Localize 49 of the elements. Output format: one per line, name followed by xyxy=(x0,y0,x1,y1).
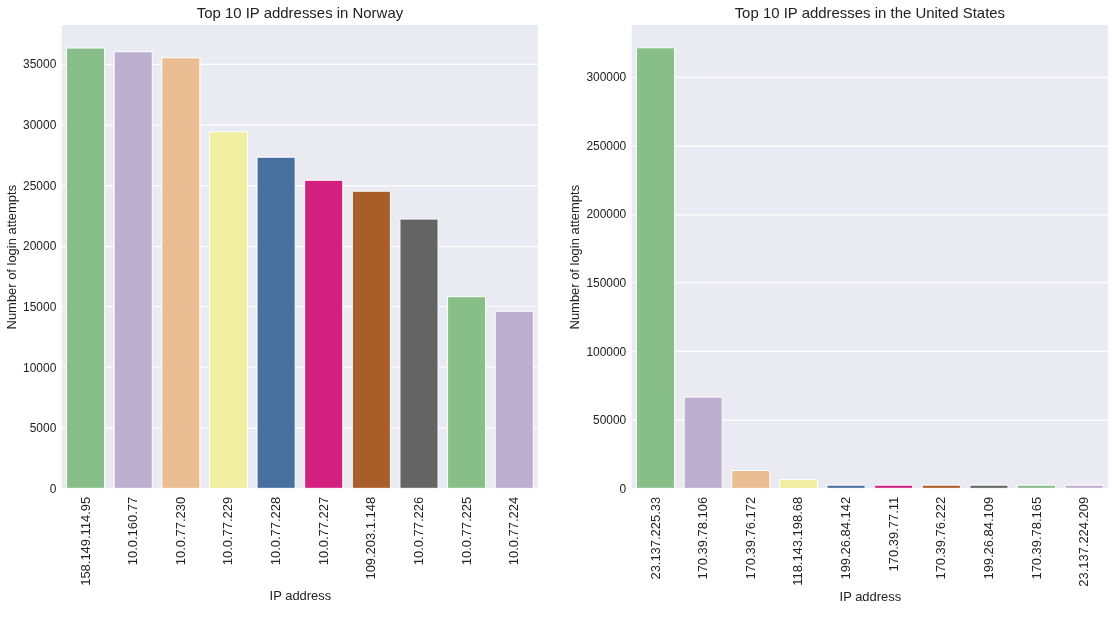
y-tick-label: 25000 xyxy=(23,178,57,193)
bar xyxy=(1064,484,1104,489)
x-tick-label: 118.143.198.68 xyxy=(790,496,806,586)
y-tick-label: 50000 xyxy=(593,413,627,428)
x-tick-label: 10.0.77.227 xyxy=(315,496,331,566)
y-tick-label: 250000 xyxy=(586,138,627,153)
y-axis-title: Number of login attempts xyxy=(567,184,583,330)
y-tick-label: 5000 xyxy=(29,421,57,436)
x-tick-label: 170.39.76.222 xyxy=(933,496,949,580)
bar xyxy=(1017,484,1057,489)
bar xyxy=(826,484,866,489)
y-tick-label: 0 xyxy=(619,481,627,496)
y-tick-label: 0 xyxy=(49,481,57,496)
x-axis-title: IP address xyxy=(269,587,332,603)
x-tick-label: 10.0.77.226 xyxy=(410,496,426,566)
y-tick-label: 100000 xyxy=(586,344,627,359)
bar xyxy=(921,484,961,489)
x-axis-title: IP address xyxy=(839,588,902,604)
bar xyxy=(731,470,771,489)
y-tick-label: 30000 xyxy=(23,117,57,132)
x-tick-label: 199.26.84.109 xyxy=(980,496,996,580)
y-axis-title: Number of login attempts xyxy=(4,184,20,330)
y-tick-label: 150000 xyxy=(586,275,627,290)
y-tick-label: 35000 xyxy=(23,57,57,72)
x-tick-label: 109.203.1.148 xyxy=(363,496,379,580)
x-tick-label: 23.137.225.33 xyxy=(647,496,663,580)
chart-title: Top 10 IP addresses in the United States xyxy=(734,4,1006,22)
x-tick-label: 10.0.77.230 xyxy=(172,496,188,566)
x-tick-label: 170.39.78.106 xyxy=(695,496,711,580)
y-tick-label: 200000 xyxy=(586,207,627,222)
y-tick-label: 10000 xyxy=(23,360,57,375)
x-tick-label: 10.0.77.225 xyxy=(458,496,474,566)
x-tick-label: 23.137.224.209 xyxy=(1076,496,1092,587)
x-tick-label: 170.39.78.165 xyxy=(1028,496,1044,580)
x-tick-label: 170.39.76.172 xyxy=(742,496,758,580)
bar xyxy=(778,479,818,489)
y-tick-label: 20000 xyxy=(23,239,57,254)
x-tick-label: 10.0.77.229 xyxy=(220,496,236,566)
y-tick-label: 15000 xyxy=(23,299,57,314)
x-tick-label: 199.26.84.142 xyxy=(838,496,854,580)
x-tick-label: 10.0.77.224 xyxy=(506,496,522,566)
y-tick-label: 300000 xyxy=(586,70,627,85)
x-tick-label: 170.39.77.11 xyxy=(885,496,901,572)
x-tick-label: 10.0.77.228 xyxy=(268,496,284,566)
chart-title: Top 10 IP addresses in Norway xyxy=(196,4,404,22)
bar xyxy=(969,484,1009,489)
bar xyxy=(874,484,914,489)
x-tick-label: 10.0.160.77 xyxy=(125,496,141,566)
x-tick-label: 158.149.114.95 xyxy=(77,496,93,586)
